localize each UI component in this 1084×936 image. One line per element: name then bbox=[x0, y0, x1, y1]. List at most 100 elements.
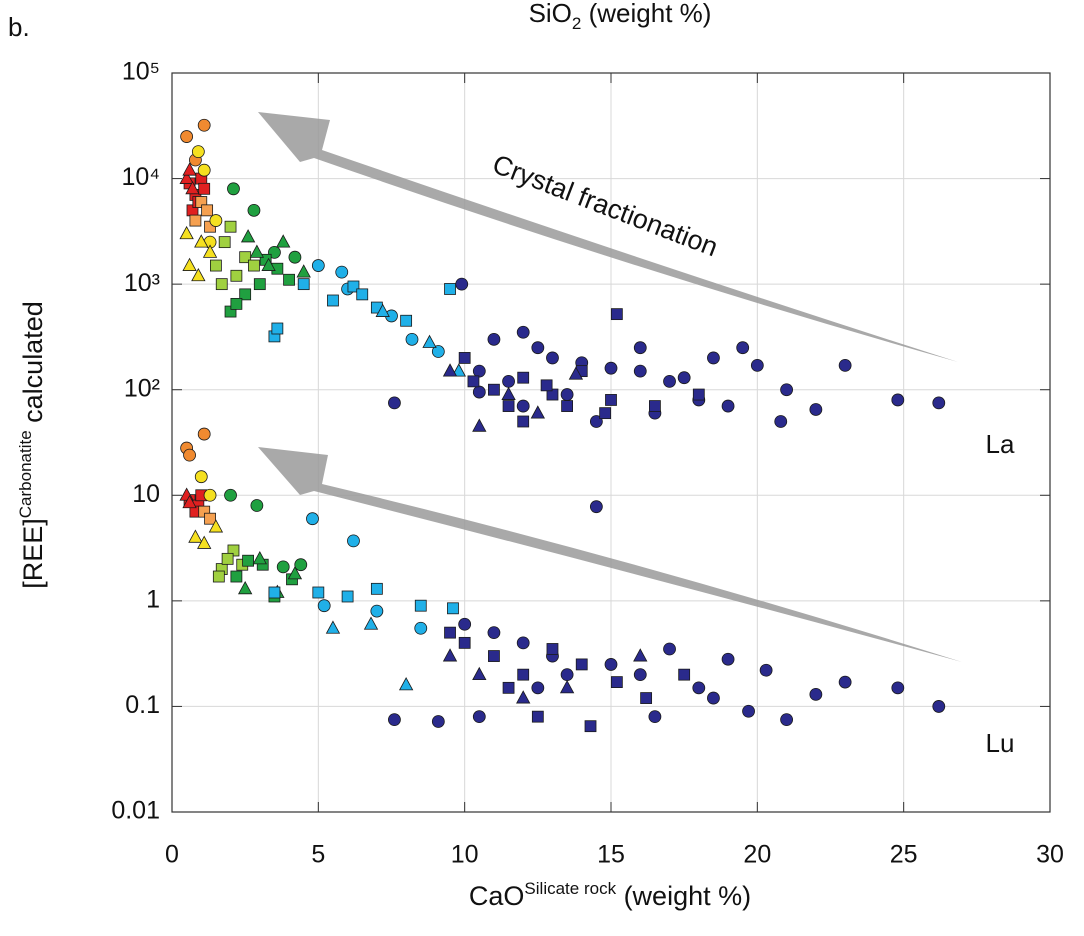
x-tick-label: 30 bbox=[1036, 841, 1064, 869]
point bbox=[218, 236, 231, 249]
point bbox=[335, 265, 349, 279]
y-tick-label: 10³ bbox=[124, 269, 160, 297]
point bbox=[467, 375, 480, 388]
point bbox=[633, 364, 647, 378]
point bbox=[575, 658, 588, 671]
point bbox=[185, 180, 200, 195]
annotation: La bbox=[986, 429, 1015, 459]
point bbox=[179, 170, 194, 184]
point bbox=[201, 204, 214, 217]
x-axis-label: CaOSilicate rock (weight %) bbox=[469, 879, 751, 911]
point bbox=[182, 257, 197, 271]
point bbox=[197, 535, 212, 549]
point bbox=[472, 364, 486, 378]
label-part: Carbonatite bbox=[16, 430, 35, 518]
point bbox=[610, 676, 623, 688]
point bbox=[224, 220, 237, 233]
point bbox=[341, 590, 354, 603]
point bbox=[252, 551, 267, 565]
point bbox=[589, 500, 603, 514]
point bbox=[488, 650, 500, 662]
point bbox=[516, 399, 530, 413]
point bbox=[388, 713, 401, 727]
point bbox=[230, 570, 243, 583]
point bbox=[707, 351, 720, 365]
label-part: CaO bbox=[469, 881, 525, 911]
point bbox=[604, 658, 618, 671]
point bbox=[388, 396, 401, 410]
point bbox=[442, 363, 458, 377]
point bbox=[502, 374, 515, 388]
y-axis-label: [REE]Carbonatite calculated bbox=[16, 301, 48, 589]
point bbox=[516, 690, 531, 704]
point bbox=[502, 400, 515, 412]
point bbox=[271, 322, 284, 335]
point bbox=[517, 668, 530, 681]
point bbox=[363, 616, 379, 630]
point bbox=[414, 621, 428, 635]
y-tick-label: 10 bbox=[132, 480, 160, 508]
point bbox=[182, 162, 197, 176]
point bbox=[268, 586, 281, 599]
point bbox=[451, 363, 466, 377]
point bbox=[209, 259, 222, 272]
point bbox=[516, 325, 530, 339]
label-part: (weight %) bbox=[616, 881, 751, 911]
point bbox=[311, 259, 325, 272]
point bbox=[327, 294, 339, 307]
point bbox=[559, 679, 575, 694]
point bbox=[180, 130, 194, 143]
point bbox=[248, 259, 260, 272]
plot-area: 0 5 10 15 20 25 30 0.01 0.1 1 10 10² 10³ 10⁴ 10⁵ bbox=[111, 58, 1064, 869]
point bbox=[487, 332, 501, 346]
point bbox=[649, 400, 661, 412]
point bbox=[531, 341, 545, 355]
x-tick-label: 15 bbox=[597, 841, 625, 869]
point bbox=[212, 570, 225, 583]
point bbox=[742, 704, 755, 718]
point bbox=[444, 626, 456, 639]
point bbox=[189, 214, 202, 227]
y-tick-label: 10⁵ bbox=[122, 58, 160, 86]
point bbox=[561, 400, 573, 412]
point bbox=[188, 529, 203, 543]
point bbox=[249, 244, 265, 258]
point bbox=[516, 636, 530, 650]
point bbox=[546, 643, 559, 655]
point bbox=[455, 277, 469, 291]
annotation: Crystal fractionation bbox=[488, 149, 722, 263]
point bbox=[239, 288, 252, 301]
point bbox=[517, 371, 530, 384]
point bbox=[204, 512, 216, 525]
point bbox=[242, 554, 254, 567]
point bbox=[488, 383, 500, 396]
point bbox=[202, 244, 218, 258]
point bbox=[633, 648, 648, 662]
point bbox=[191, 267, 206, 282]
point bbox=[472, 418, 487, 432]
y-tick-label: 10² bbox=[124, 374, 160, 402]
point bbox=[530, 405, 546, 419]
point bbox=[487, 626, 501, 640]
point bbox=[568, 366, 584, 380]
point bbox=[774, 415, 788, 428]
point bbox=[891, 681, 905, 695]
point bbox=[560, 668, 574, 682]
point bbox=[405, 332, 419, 346]
point bbox=[398, 677, 414, 691]
point bbox=[692, 681, 706, 695]
point bbox=[640, 692, 653, 704]
point bbox=[276, 234, 291, 248]
label-part: (weight %) bbox=[581, 0, 711, 28]
label-part: [REE] bbox=[18, 518, 48, 589]
point bbox=[472, 385, 486, 399]
point bbox=[209, 214, 223, 227]
point bbox=[677, 371, 691, 385]
point bbox=[317, 599, 331, 613]
point bbox=[261, 257, 276, 271]
point bbox=[678, 668, 691, 681]
point bbox=[780, 383, 793, 397]
point bbox=[294, 558, 308, 572]
point bbox=[356, 288, 369, 301]
point bbox=[750, 358, 764, 372]
